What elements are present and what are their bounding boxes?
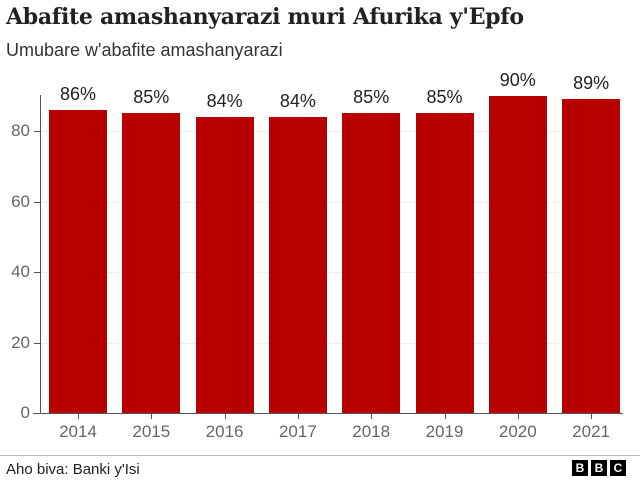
data-label: 85% [426,87,463,108]
gridline [41,131,621,132]
x-tick-label: 2017 [278,422,317,441]
x-tick-mark [444,414,446,419]
y-tick-label: 60 [11,191,30,211]
data-label: 84% [206,90,243,111]
data-label: 90% [499,69,536,90]
gridline [41,342,621,344]
x-tick-mark [151,414,153,419]
y-tick-label: 80 [11,121,30,140]
y-tick-mark [34,201,40,203]
y-tick-mark [34,272,40,273]
x-tick-mark [78,414,79,419]
x-tick-mark [297,414,299,419]
bar [49,109,107,413]
x-tick-label: 2016 [205,422,244,441]
y-tick-label: 40 [11,262,30,281]
bar [122,113,181,413]
chart-title: Abafite amashanyarazi muri Afurika y'Epf… [6,4,524,30]
y-tick-label: 20 [11,332,30,352]
x-axis [33,413,623,414]
x-tick-label: 2020 [498,422,537,441]
x-tick-label: 2014 [59,422,97,441]
gridline [41,201,621,203]
x-tick-label: 2015 [132,422,171,441]
x-tick-mark [371,414,373,419]
data-label: 85% [133,87,170,108]
bar [195,116,254,413]
bbc-logo: B B C [572,460,626,476]
x-tick-mark [224,414,226,419]
x-tick-mark [517,414,519,419]
bbc-logo-letter: B [591,460,607,476]
footer-divider [0,455,640,456]
bar [342,113,401,413]
x-tick-label: 2021 [572,422,610,441]
data-label: 84% [279,90,316,111]
gridline [41,272,621,273]
data-label: 85% [353,87,390,108]
source-note: Aho biva: Banki y'Isi [6,461,140,478]
y-tick-mark [34,131,40,132]
y-axis [40,95,41,414]
bar [268,116,327,413]
x-tick-mark [591,414,593,419]
bar [562,99,621,413]
x-tick-label: 2018 [352,422,391,441]
bbc-logo-letter: B [572,460,588,476]
data-label: 89% [573,73,610,94]
y-tick-label: 0 [20,403,30,422]
y-tick-mark [34,342,40,344]
chart-subtitle: Umubare w'abafite amashanyarazi [6,40,283,60]
bar [415,113,474,413]
bar [488,95,547,413]
x-tick-label: 2019 [425,422,464,441]
bbc-logo-letter: C [610,460,626,476]
data-label: 86% [59,83,97,104]
